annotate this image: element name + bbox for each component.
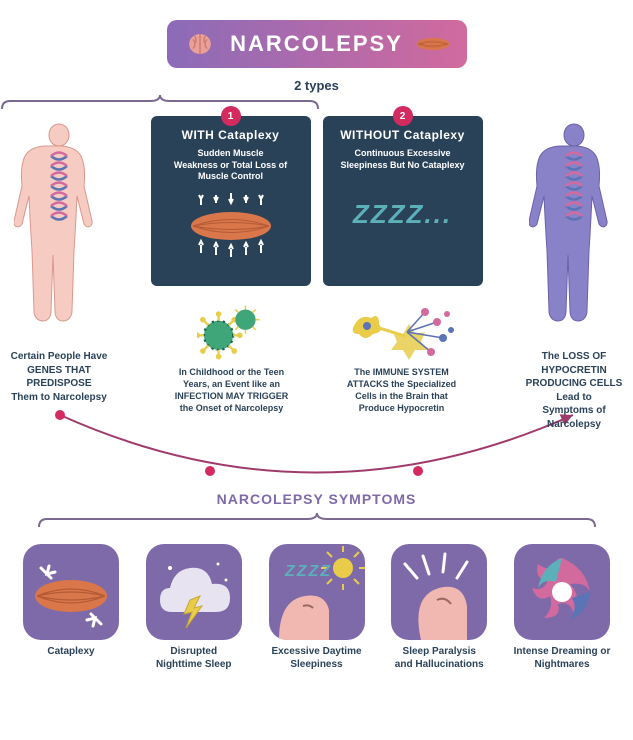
types-count-label: 2 types (0, 78, 633, 93)
muscle-icon (415, 30, 451, 58)
brain-icon (182, 30, 218, 58)
symptom-label: Cataplexy (16, 646, 126, 659)
symptom-daytime-sleepiness: ZZZZ Excessive DaytimeSleepiness (262, 544, 372, 671)
symptom-label: Excessive DaytimeSleepiness (262, 646, 372, 671)
immune-caption: The IMMUNE SYSTEMATTACKS the Specialized… (327, 366, 477, 415)
symptom-label: DisruptedNighttime Sleep (139, 646, 249, 671)
symptom-label: Intense Dreaming orNightmares (507, 646, 617, 671)
type-card-without-cataplexy: 2 WITHOUT Cataplexy Continuous Excessive… (323, 116, 483, 286)
svg-text:ZZZZ: ZZZZ (284, 563, 332, 580)
card-title-prefix: WITHOUT (340, 128, 400, 142)
body-figure-left (14, 116, 104, 346)
type-card-with-cataplexy: 1 WITH Cataplexy Sudden MuscleWeakness o… (151, 116, 311, 286)
muscle-contract-graphic (161, 191, 301, 261)
neuron-attack-icon (327, 304, 477, 360)
zzz-text: ZZZZ... (353, 199, 452, 230)
types-bracket (0, 95, 320, 111)
header-banner: NARCOLEPSY (167, 20, 467, 68)
sleep-paralysis-icon (391, 544, 487, 640)
card-title-key: Cataplexy (218, 128, 279, 142)
card-desc: Continuous ExcessiveSleepiness But No Ca… (333, 148, 473, 171)
disrupted-sleep-icon (146, 544, 242, 640)
card-desc: Sudden MuscleWeakness or Total Loss ofMu… (161, 148, 301, 183)
immune-attack-item: The IMMUNE SYSTEMATTACKS the Specialized… (327, 304, 477, 415)
card-number-badge: 1 (221, 106, 241, 126)
body-figure-right (529, 116, 619, 346)
zzz-graphic: ZZZZ... (333, 179, 473, 249)
card-title-key: Cataplexy (404, 128, 465, 142)
symptom-disrupted-sleep: DisruptedNighttime Sleep (139, 544, 249, 671)
infection-trigger-item: In Childhood or the TeenYears, an Event … (157, 304, 307, 415)
symptom-sleep-paralysis: Sleep Paralysisand Hallucinations (384, 544, 494, 671)
symptom-label: Sleep Paralysisand Hallucinations (384, 646, 494, 671)
symptoms-bracket (37, 513, 597, 529)
virus-icon (157, 304, 307, 360)
predispose-column: Certain People HaveGENES THAT PREDISPOSE… (4, 116, 114, 404)
card-number-badge: 2 (393, 106, 413, 126)
card-title: WITHOUT Cataplexy (333, 128, 473, 142)
card-title-prefix: WITH (182, 128, 215, 142)
right-body-caption: The LOSS OF HYPOCRETINPRODUCING CELLS Le… (519, 350, 629, 431)
cataplexy-icon (23, 544, 119, 640)
nightmares-icon (514, 544, 610, 640)
card-title: WITH Cataplexy (161, 128, 301, 142)
hypocretin-loss-column: The LOSS OF HYPOCRETINPRODUCING CELLS Le… (519, 116, 629, 431)
infection-caption: In Childhood or the TeenYears, an Event … (157, 366, 307, 415)
header-title: NARCOLEPSY (230, 31, 403, 57)
symptom-cataplexy: Cataplexy (16, 544, 126, 671)
left-body-caption: Certain People HaveGENES THAT PREDISPOSE… (4, 350, 114, 404)
symptom-nightmares: Intense Dreaming orNightmares (507, 544, 617, 671)
daytime-sleepiness-icon: ZZZZ (269, 544, 365, 640)
symptoms-title: NARCOLEPSY SYMPTOMS (10, 491, 623, 507)
